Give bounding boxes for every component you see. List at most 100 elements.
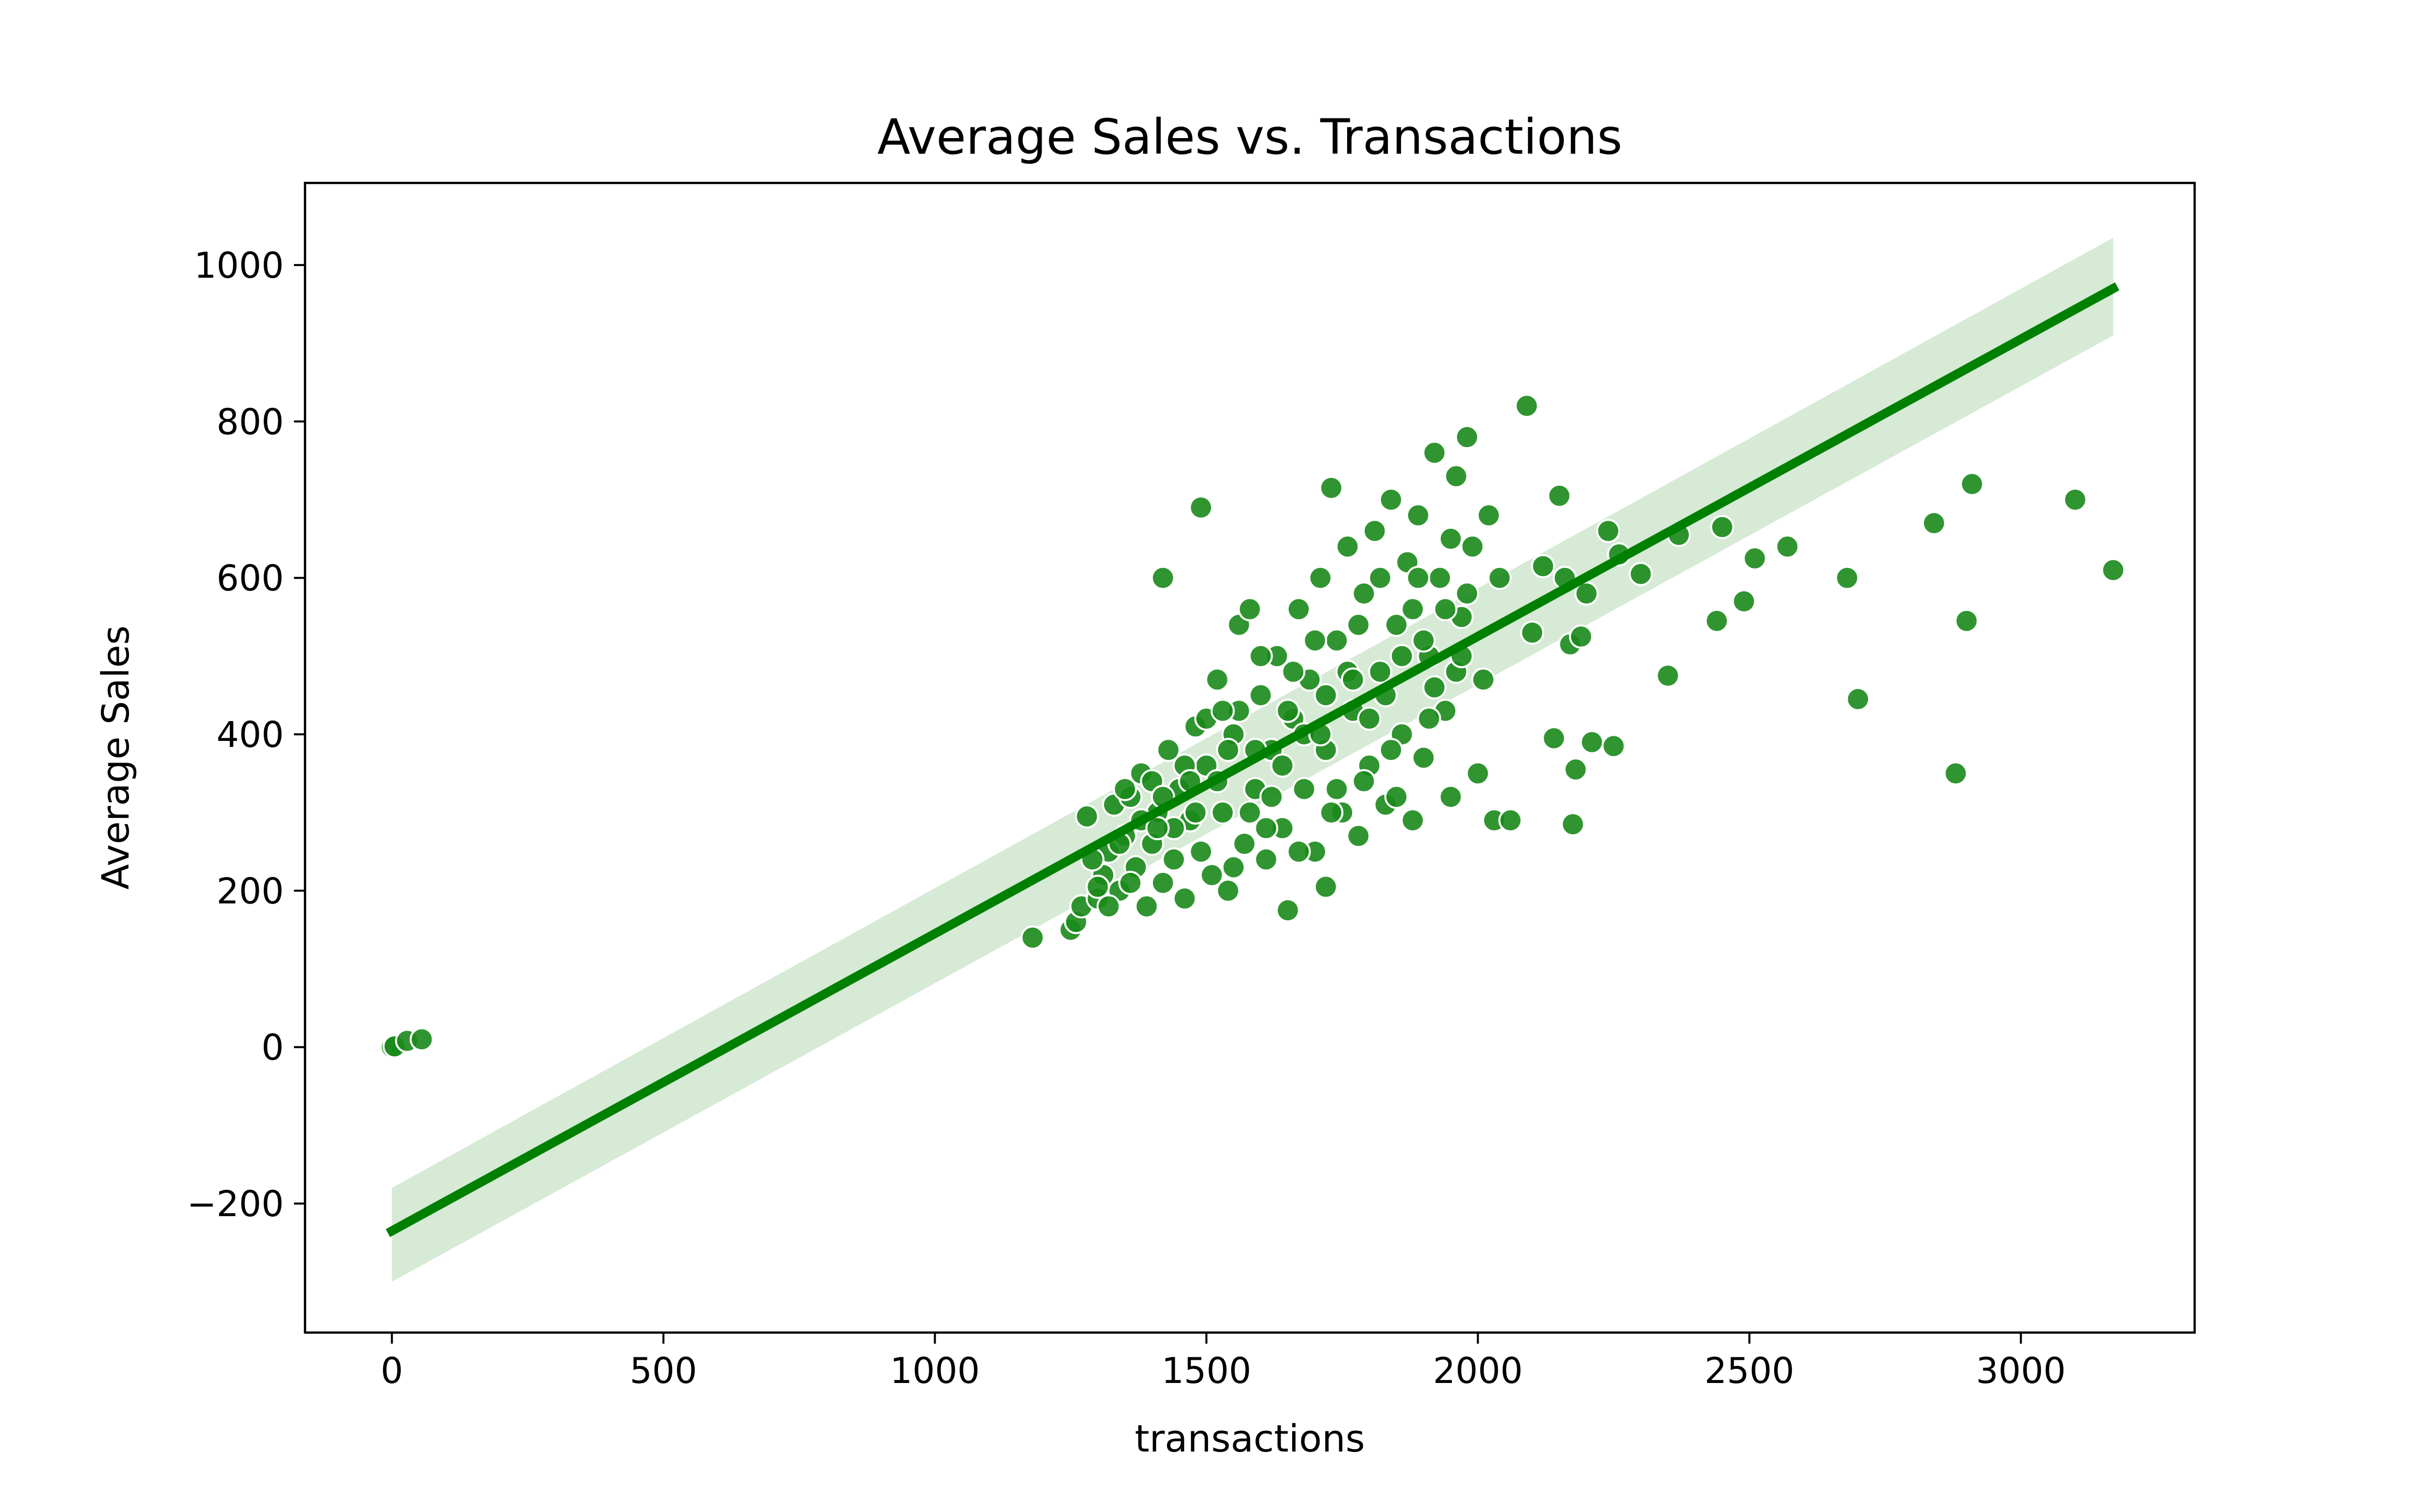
scatter-point — [1628, 561, 1653, 586]
scatter-point — [1601, 734, 1626, 759]
x-tick-label: 0 — [381, 1350, 403, 1392]
scatter-point — [2101, 558, 2126, 583]
scatter-point — [1276, 699, 1300, 723]
y-axis-ticks: −200 0 200 400 600 800 1000 — [187, 245, 305, 1225]
y-tick-label: 400 — [216, 714, 284, 755]
chart-title: Average Sales vs. Transactions — [877, 109, 1622, 165]
scatter-point — [1438, 785, 1463, 809]
scatter-point — [1498, 808, 1523, 833]
scatter-point — [1085, 874, 1110, 899]
scatter-point — [1292, 777, 1316, 801]
scatter-point — [1742, 546, 1767, 571]
scatter-point — [1362, 519, 1387, 543]
scatter-point — [1346, 824, 1371, 848]
scatter-point — [1406, 565, 1430, 590]
scatter-point — [1151, 870, 1175, 895]
scatter-point — [1656, 663, 1680, 688]
scatter-point — [1254, 816, 1279, 841]
scatter-point — [1438, 527, 1463, 551]
scatter-point — [409, 1027, 434, 1052]
y-tick-label: −200 — [187, 1183, 284, 1225]
scatter-point — [1134, 894, 1159, 919]
scatter-point — [1324, 777, 1349, 801]
scatter-point — [1922, 511, 1947, 535]
scatter-point — [1286, 839, 1311, 864]
scatter-point — [1232, 832, 1257, 856]
scatter-point — [1276, 898, 1300, 923]
scatter-point — [1346, 612, 1371, 637]
scatter-point — [1118, 870, 1143, 895]
scatter-point — [1335, 534, 1360, 559]
scatter-point — [1460, 534, 1485, 559]
scatter-point — [1303, 628, 1327, 653]
scatter-point — [1487, 565, 1512, 590]
scatter-point — [1406, 503, 1430, 528]
x-tick-label: 2500 — [1705, 1350, 1794, 1392]
scatter-point — [1960, 472, 1984, 496]
scatter-point — [1547, 483, 1571, 508]
scatter-point — [1368, 565, 1393, 590]
scatter-point — [1286, 597, 1311, 621]
scatter-point — [1020, 925, 1045, 950]
scatter-point — [1074, 804, 1099, 829]
scatter-point — [1574, 581, 1599, 606]
x-axis-ticks: 0 500 1000 1500 2000 2500 3000 — [381, 1333, 2066, 1392]
scatter-point — [1379, 487, 1404, 512]
scatter-point — [1151, 565, 1175, 590]
scatter-point — [1238, 597, 1262, 621]
scatter-point — [1422, 440, 1447, 465]
y-axis-label: Average Sales — [94, 625, 138, 890]
scatter-point — [1476, 503, 1501, 528]
scatter-point — [1189, 495, 1214, 520]
scatter-point — [1384, 785, 1409, 809]
scatter-point — [1368, 659, 1393, 684]
scatter-point — [1379, 737, 1404, 762]
scatter-point — [1542, 726, 1566, 750]
scatter-point — [1205, 667, 1230, 692]
scatter-point — [1199, 863, 1224, 888]
scatter-point — [1775, 534, 1800, 559]
scatter-point — [1732, 589, 1757, 614]
y-tick-label: 200 — [216, 870, 284, 912]
scatter-point — [1531, 554, 1555, 579]
scatter-point — [1520, 620, 1545, 645]
scatter-point — [1422, 675, 1447, 700]
scatter-point — [1411, 628, 1436, 653]
y-tick-label: 1000 — [194, 245, 284, 286]
scatter-point — [1580, 730, 1604, 754]
scatter-point — [1211, 699, 1235, 723]
scatter-point — [1313, 683, 1338, 708]
scatter-point — [1324, 628, 1349, 653]
scatter-point — [1162, 847, 1186, 872]
scatter-point — [1248, 683, 1273, 708]
y-tick-label: 800 — [216, 401, 284, 443]
x-tick-label: 2000 — [1433, 1350, 1523, 1392]
y-tick-label: 0 — [261, 1027, 284, 1068]
scatter-point — [1189, 839, 1214, 864]
scatter-point — [1954, 608, 1979, 633]
scatter-point — [1221, 855, 1246, 879]
scatter-point — [1455, 581, 1479, 606]
scatter-point — [1835, 565, 1859, 590]
scatter-point — [1563, 757, 1588, 782]
scatter-point — [1471, 667, 1496, 692]
scatter-point — [1341, 667, 1365, 692]
scatter-point — [1596, 519, 1620, 543]
scatter-point — [1313, 874, 1338, 899]
y-tick-label: 600 — [216, 558, 284, 599]
scatter-point — [1319, 800, 1344, 825]
scatter-point — [1427, 565, 1452, 590]
regression-line-layer — [386, 282, 2120, 1237]
scatter-point — [1846, 687, 1870, 712]
regression-line — [386, 282, 2120, 1237]
scatter-point — [1216, 878, 1240, 903]
x-tick-label: 500 — [630, 1350, 697, 1392]
scatter-point — [1568, 624, 1593, 649]
x-tick-label: 3000 — [1976, 1350, 2066, 1392]
scatter-point — [1352, 581, 1376, 606]
scatter-point — [1270, 753, 1295, 778]
x-axis-label: transactions — [1135, 1417, 1365, 1461]
scatter-point — [1560, 812, 1585, 837]
plot-frame — [304, 181, 2196, 1334]
scatter-point — [1466, 761, 1490, 786]
